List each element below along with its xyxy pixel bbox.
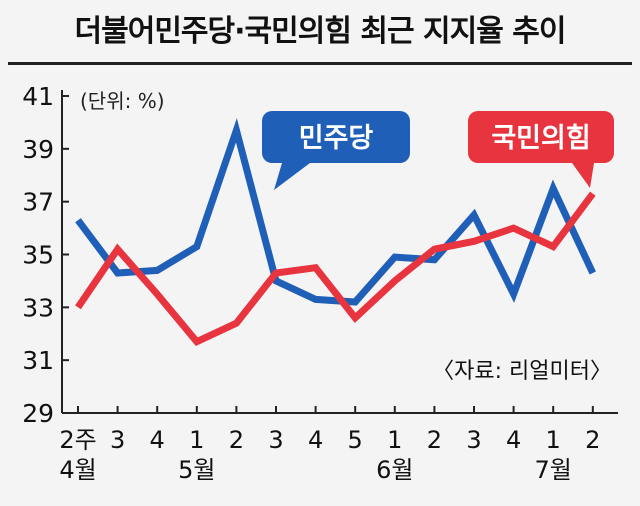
x-tick-label: 1 xyxy=(546,426,561,454)
x-month-label: 4월 xyxy=(59,456,96,484)
x-tick-label: 2 xyxy=(427,426,442,454)
x-tick-label: 3 xyxy=(268,426,283,454)
y-tick-label: 39 xyxy=(22,135,54,164)
y-tick-label: 29 xyxy=(22,399,54,428)
x-tick-label: 3 xyxy=(110,426,125,454)
x-tick-label: 5 xyxy=(348,426,363,454)
unit-label: (단위: %) xyxy=(80,89,165,113)
title-rule xyxy=(8,62,632,65)
series-label: 민주당 xyxy=(299,123,374,154)
callout-tail xyxy=(274,163,310,190)
series-line-국민의힘 xyxy=(75,191,596,347)
series-line-민주당 xyxy=(75,118,596,306)
x-month-label: 5월 xyxy=(178,456,215,484)
series-label: 국민의힘 xyxy=(491,123,590,154)
y-tick-label: 35 xyxy=(22,241,54,270)
x-month-label: 6월 xyxy=(376,456,413,484)
y-tick-label: 33 xyxy=(22,293,54,322)
x-tick-label: 3 xyxy=(466,426,481,454)
series-layer xyxy=(75,118,596,347)
x-tick-label: 4 xyxy=(506,426,521,454)
callout-box xyxy=(262,111,410,163)
x-tick-label: 4 xyxy=(150,426,165,454)
x-tick-label: 1 xyxy=(387,426,402,454)
callout-box xyxy=(468,111,614,163)
x-tick-label: 1 xyxy=(189,426,204,454)
x-tick-label: 4 xyxy=(308,426,323,454)
x-month-label: 7월 xyxy=(535,456,572,484)
callout-국민의힘: 국민의힘 xyxy=(468,111,614,188)
callout-tail xyxy=(572,163,594,188)
y-tick-label: 37 xyxy=(22,188,54,217)
chart-title: 더불어민주당·국민의힘 최근 지지율 추이 xyxy=(74,14,567,49)
callout-layer: 민주당 국민의힘 xyxy=(262,111,614,190)
x-tick-label: 2 xyxy=(585,426,600,454)
y-tick-label: 41 xyxy=(22,82,54,111)
x-tick-label: 2 xyxy=(229,426,244,454)
x-tick-label: 2주 xyxy=(59,426,96,454)
callout-민주당: 민주당 xyxy=(262,111,410,190)
y-tick-label: 31 xyxy=(22,346,54,375)
source-label: 〈자료: 리얼미터〉 xyxy=(432,359,612,384)
